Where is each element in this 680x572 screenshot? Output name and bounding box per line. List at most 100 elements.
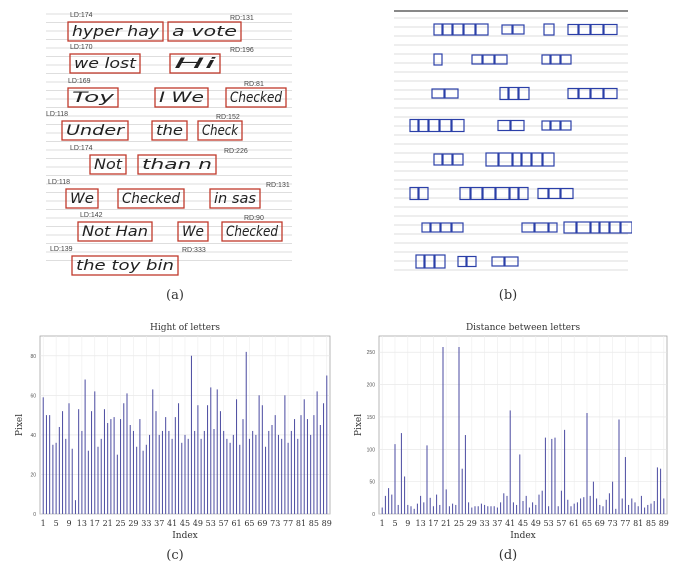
right-distance-label: RD:131	[266, 182, 290, 189]
letter-box	[471, 54, 483, 65]
letter-box	[433, 153, 443, 166]
x-tick-label: 89	[659, 519, 669, 528]
x-tick-label: 57	[219, 519, 229, 528]
letter-box	[521, 152, 532, 167]
letter-box	[576, 221, 591, 234]
handwritten-word: Toy	[72, 90, 115, 106]
letter-box	[609, 221, 621, 234]
x-tick-label: 53	[544, 519, 554, 528]
x-tick-label: 73	[608, 519, 618, 528]
letter-box	[534, 222, 549, 233]
x-tick-label: 17	[90, 519, 100, 528]
letter-box	[518, 186, 529, 201]
letter-box	[491, 256, 505, 267]
right-distance-label: RD:131	[230, 15, 254, 22]
handwriting-segmentation-figure: LD:174 RD:131 hyper hay a vote LD:170 RD:196 w…	[46, 12, 292, 276]
handwritten-word: Checked	[230, 90, 282, 106]
word-box	[209, 188, 261, 209]
letter-box	[415, 254, 425, 269]
panel-b	[392, 6, 633, 276]
handwritten-word: Not	[94, 157, 123, 173]
word-box	[137, 154, 217, 175]
word-box	[154, 87, 209, 108]
right-distance-label: RD:81	[244, 81, 264, 88]
letter-box	[433, 53, 443, 66]
left-distance-label: LD:118	[46, 111, 68, 118]
y-tick-label: 20	[30, 472, 36, 478]
caption-c: (c)	[166, 548, 184, 563]
left-distance-label: LD:170	[70, 44, 93, 51]
x-tick-label: 45	[180, 519, 190, 528]
letter-box	[459, 186, 471, 201]
word-box	[197, 120, 243, 141]
handwritten-word: the toy bin	[76, 258, 174, 274]
x-tick-label: 29	[128, 519, 138, 528]
caption-b: (b)	[498, 288, 518, 303]
handwritten-word: Checked	[122, 191, 180, 207]
letter-box	[560, 187, 574, 200]
caption-d: (d)	[498, 548, 518, 563]
y-tick-label: 200	[367, 383, 376, 389]
x-tick-label: 25	[115, 519, 125, 528]
x-tick-label: 33	[141, 519, 151, 528]
word-box	[169, 53, 221, 74]
x-tick-label: 9	[405, 519, 410, 528]
x-tick-label: 49	[531, 519, 541, 528]
letter-box	[409, 118, 419, 133]
x-tick-label: 73	[270, 519, 280, 528]
handwritten-word: I We	[159, 90, 204, 106]
letter-box	[418, 118, 429, 133]
x-tick-label: 25	[454, 519, 464, 528]
letter-box	[409, 186, 419, 201]
letter-box	[590, 87, 604, 100]
x-axis-label: Index	[510, 531, 536, 541]
x-tick-label: 1	[41, 519, 46, 528]
letter-box	[498, 152, 513, 167]
chart-letter-height: 0 20 40 60 80 1 5 9 13 17 21 25 29 33 37 41 45 49 53 57 61 65…	[10, 318, 335, 543]
y-axis-label: Pixel	[15, 414, 25, 436]
left-distance-label: LD:142	[80, 212, 103, 219]
letter-box	[451, 222, 464, 233]
letter-box	[428, 118, 440, 133]
handwritten-word: in sas	[214, 191, 256, 207]
letter-box	[599, 221, 610, 234]
x-tick-label: 5	[392, 519, 397, 528]
left-distance-label: LD:174	[70, 12, 93, 19]
word-box	[151, 120, 188, 141]
handwritten-word: Not Han	[82, 224, 148, 240]
letter-box	[470, 186, 483, 201]
letter-box	[452, 153, 464, 166]
x-tick-label: 9	[66, 519, 71, 528]
x-tick-label: 41	[167, 519, 177, 528]
letter-box	[512, 24, 525, 35]
x-tick-label: 69	[595, 519, 605, 528]
panel-a: LD:174 RD:131 hyper hay a vote LD:170 RD:196 w…	[40, 6, 300, 276]
x-tick-label: 37	[154, 519, 164, 528]
word-box	[221, 221, 283, 242]
letter-box	[508, 86, 519, 101]
letter-box	[495, 186, 510, 201]
letter-box	[603, 23, 618, 36]
x-tick-label: 49	[193, 519, 203, 528]
word-box	[71, 255, 179, 276]
left-distance-label: LD:174	[70, 145, 93, 152]
word-box	[225, 87, 287, 108]
x-tick-label: 13	[77, 519, 87, 528]
letter-box	[463, 23, 476, 36]
handwritten-word: hyper hay	[72, 24, 160, 40]
letter-box	[512, 152, 522, 167]
y-tick-label: 250	[367, 350, 376, 356]
handwritten-word: We	[182, 224, 204, 240]
chart-letter-distance: 0 50 100 150 200 250 1 5 9 13 17 21 25 29 33 37 41 45 49 53…	[345, 318, 675, 543]
left-distance-label: LD:169	[68, 78, 91, 85]
letter-box	[509, 186, 519, 201]
letter-box	[431, 88, 445, 99]
x-tick-label: 77	[283, 519, 293, 528]
word-box	[65, 188, 99, 209]
x-tick-label: 33	[480, 519, 490, 528]
x-tick-label: 81	[296, 519, 306, 528]
letter-box	[560, 120, 572, 131]
y-tick-label: 0	[372, 512, 375, 518]
x-tick-label: 57	[556, 519, 566, 528]
y-tick-label: 50	[369, 480, 375, 486]
